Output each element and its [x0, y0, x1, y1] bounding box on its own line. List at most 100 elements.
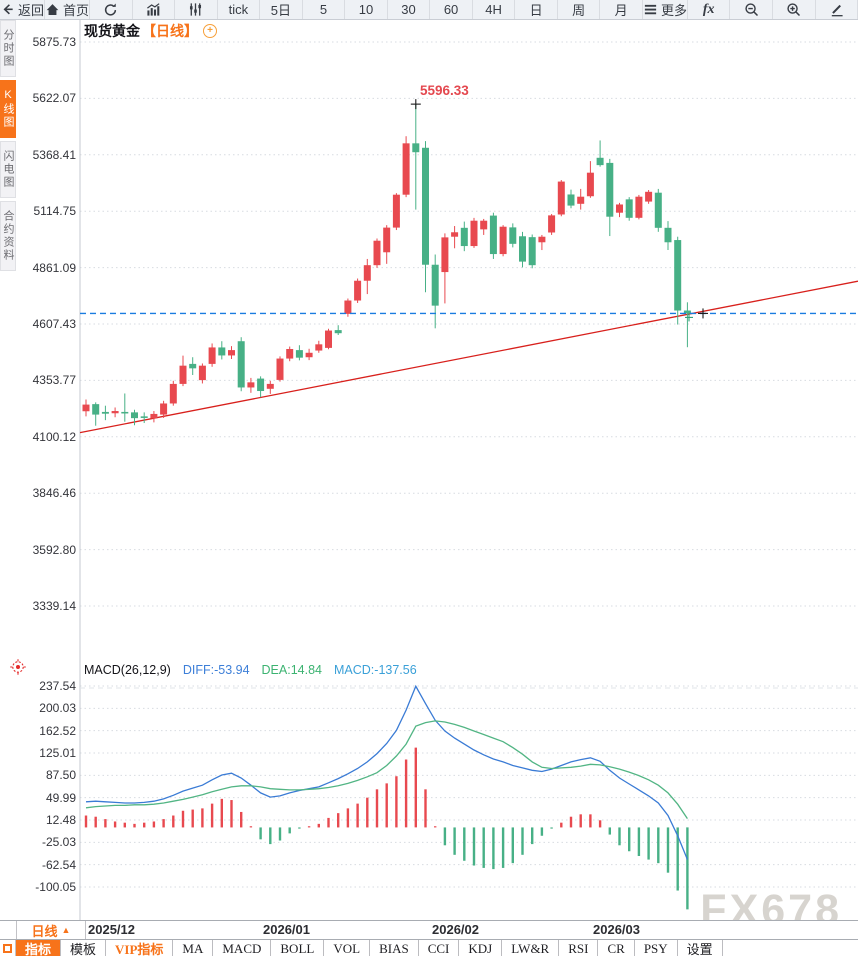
fx-icon: fx — [702, 1, 715, 17]
back-icon — [3, 4, 13, 15]
toolbar-button-label: 5日 — [270, 3, 292, 18]
macd-diff-value: DIFF:-53.94 — [182, 663, 250, 677]
toolbar-interval-day-button[interactable]: 日 — [515, 0, 558, 19]
toolbar-interval-4h-button[interactable]: 4H — [473, 0, 516, 19]
toolbar-more-button[interactable]: 更多 — [643, 0, 688, 19]
price-tick-label: 4607.43 — [32, 317, 76, 331]
indicator-tab-BOLL[interactable]: BOLL — [271, 940, 325, 956]
toolbar-button-label: tick — [228, 2, 249, 17]
toolbar-interval-month-button[interactable]: 月 — [600, 0, 643, 19]
indicator-tab-设置[interactable]: 设置 — [678, 940, 723, 956]
indicator-tab-模板[interactable]: 模板 — [61, 940, 107, 956]
price-tick-label: 5114.75 — [33, 204, 77, 219]
toolbar-button-label: 周 — [572, 3, 586, 18]
price-tick-label: 4353.77 — [32, 373, 76, 388]
add-compare-icon[interactable]: + — [203, 24, 217, 38]
macd-tick-label: 12.48 — [45, 813, 76, 827]
toolbar-button-label: 5 — [319, 2, 328, 17]
toolbar-zoom-in-button[interactable] — [773, 0, 816, 19]
bottom-toolbar: 指标 模板 VIP指标 MA MACD BOLL VOL BIAS CCI KDJ LW&R RSI C… — [0, 939, 858, 956]
macd-params-label: MACD(26,12,9) — [84, 663, 171, 677]
macd-header: MACD(26,12,9) DIFF:-53.94 DEA:14.84 MACD:-1… — [84, 663, 429, 677]
macd-tick-label: -62.54 — [41, 857, 76, 872]
toolbar-zoom-out-button[interactable] — [730, 0, 774, 19]
toolbar-button-label: 日 — [529, 3, 543, 18]
price-tick-label: 4100.12 — [32, 429, 76, 444]
indicator-tab-MA[interactable]: MA — [173, 940, 214, 956]
toolbar-refresh-button[interactable] — [90, 0, 133, 19]
indicator-tab-MACD[interactable]: MACD — [213, 940, 272, 956]
toolbar-button-label: 10 — [358, 2, 374, 17]
toolbar-interval-5d-button[interactable]: 5日 — [260, 0, 303, 19]
price-tick-label: 3592.80 — [32, 542, 76, 557]
toolbar-interval-tick-button[interactable]: tick — [218, 0, 261, 19]
sidebar-tab-4[interactable]: 合约资料 — [0, 201, 16, 271]
macd-tick-label: 237.54 — [39, 679, 76, 693]
indicator-settings-icon[interactable] — [9, 658, 27, 681]
toolbar-interval-10m-button[interactable]: 10 — [345, 0, 388, 19]
xaxis-month-label: 2026/03 — [593, 922, 640, 937]
top-toolbar: 返回 首页 tick 5日 5 10 30 60 4H 日 周 月 更多 fx — [0, 0, 858, 20]
indicator-tab-PSY[interactable]: PSY — [635, 940, 678, 956]
chart-title: 现货黄金 【日线】 + — [84, 21, 217, 41]
peak-price-annotation: 5596.33 — [420, 83, 469, 98]
price-tick-label: 5875.73 — [32, 35, 76, 49]
macd-dea-value: DEA:14.84 — [261, 663, 322, 677]
home-icon — [46, 4, 59, 15]
macd-tick-label: 162.52 — [39, 723, 76, 738]
toolbar-formula-button[interactable]: fx — [688, 0, 731, 19]
toolbar-interval-60m-button[interactable]: 60 — [430, 0, 473, 19]
refresh-icon — [105, 3, 117, 16]
zoom-in-icon — [787, 3, 801, 17]
indicator-tab-CR[interactable]: CR — [598, 940, 635, 956]
indicator-tab-VIP指标[interactable]: VIP指标 — [106, 940, 174, 956]
toolbar-button-label: 4H — [485, 2, 502, 17]
indicator-tab-LW&R[interactable]: LW&R — [502, 940, 560, 956]
chart-style-bars-icon — [146, 3, 160, 16]
indicator-tab-VOL[interactable]: VOL — [324, 940, 371, 956]
toolbar-interval-5m-button[interactable]: 5 — [303, 0, 346, 19]
chart-type-sidebar: 分时图 K线图闪电图合约资料 — [0, 20, 16, 274]
macd-tick-label: 87.50 — [45, 768, 76, 783]
toolbar-chart-style-candles-button[interactable] — [175, 0, 218, 19]
macd-tick-label: -100.05 — [35, 880, 76, 894]
price-tick-label: 5622.07 — [32, 91, 76, 106]
macd-tick-label: -25.03 — [41, 835, 76, 850]
toolbar-button-label: 60 — [443, 2, 459, 17]
macd-tick-label: 125.01 — [39, 746, 76, 760]
period-selector[interactable]: 日线 ▲ — [16, 921, 86, 939]
macd-hist-value: MACD:-137.56 — [334, 663, 417, 677]
xaxis-row: 日线 ▲ 2025/12 2026/01 2026/02 2026/03 — [0, 920, 858, 939]
toolbar-back-button[interactable]: 返回 — [0, 0, 46, 19]
toolbar-home-button[interactable]: 首页 — [45, 0, 91, 19]
toolbar-chart-style-bars-button[interactable] — [133, 0, 176, 19]
xaxis-month-label: 2026/01 — [263, 922, 310, 937]
xaxis-month-label: 2025/12 — [88, 922, 135, 937]
indicator-tab-指标[interactable]: 指标 — [16, 940, 62, 956]
draw-icon — [831, 4, 843, 17]
indicator-tab-CCI[interactable]: CCI — [419, 940, 460, 956]
zoom-out-icon — [745, 3, 758, 17]
toolbar-interval-30m-button[interactable]: 30 — [388, 0, 431, 19]
price-tick-label: 4861.09 — [32, 260, 76, 275]
toolbar-button-label: 更多 — [660, 3, 687, 18]
indicator-panel-icon[interactable] — [0, 940, 16, 956]
sidebar-tab-1[interactable]: 分时图 — [0, 20, 16, 77]
toolbar-draw-button[interactable] — [816, 0, 858, 19]
orange-square-icon — [3, 944, 12, 953]
toolbar-interval-week-button[interactable]: 周 — [558, 0, 601, 19]
indicator-tab-RSI[interactable]: RSI — [559, 940, 599, 956]
price-tick-label: 5368.41 — [32, 147, 76, 162]
timeframe-tag: 【日线】 — [142, 23, 198, 39]
triangle-up-icon: ▲ — [61, 925, 71, 935]
sidebar-tab-2[interactable]: K线图 — [0, 80, 16, 138]
indicator-tab-KDJ[interactable]: KDJ — [459, 940, 503, 956]
chart-style-candles-icon — [190, 3, 202, 16]
toolbar-button-label: 返回 — [18, 3, 45, 18]
sidebar-tab-3[interactable]: 闪电图 — [0, 141, 16, 198]
toolbar-button-label: 月 — [614, 3, 628, 18]
indicator-tab-BIAS[interactable]: BIAS — [370, 940, 419, 956]
macd-tick-label: 49.99 — [45, 790, 76, 805]
